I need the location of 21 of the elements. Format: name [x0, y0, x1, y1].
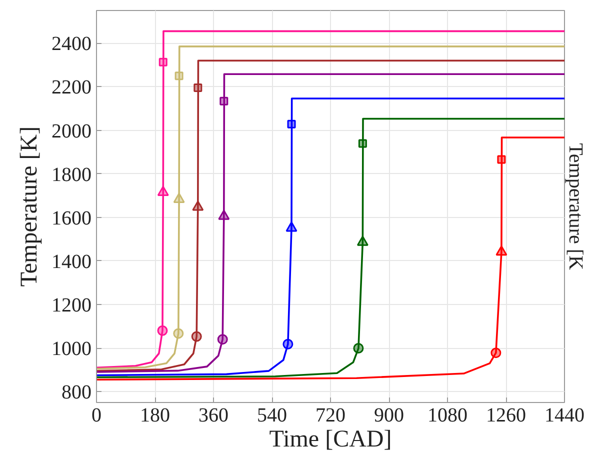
annotation: Temperature [K: [564, 143, 586, 270]
x-tick-label: 180: [140, 404, 170, 426]
x-tick-label: 720: [316, 404, 346, 426]
x-tick-label: 900: [374, 404, 404, 426]
x-tick-label: 1080: [428, 404, 468, 426]
x-axis-title: Time [CAD]: [269, 426, 392, 452]
y-tick-label: 1200: [52, 294, 92, 316]
y-axis-title: Temperature [K]: [16, 126, 42, 287]
y-tick-label: 800: [62, 382, 92, 404]
x-tick-label: 360: [198, 404, 228, 426]
y-tick-label: 1000: [52, 338, 92, 360]
x-tick-label: 1440: [544, 404, 584, 426]
y-tick-label: 2000: [52, 120, 92, 142]
y-tick-label: 1600: [52, 207, 92, 230]
x-tick-label: 1260: [486, 404, 526, 426]
y-tick-label: 1400: [52, 250, 92, 273]
x-tick-label: 540: [257, 404, 287, 426]
x-tick-label: 0: [92, 404, 102, 426]
y-tick-label: 1800: [52, 164, 92, 186]
y-tick-label: 2400: [52, 33, 92, 56]
y-tick-label: 2200: [52, 76, 92, 99]
